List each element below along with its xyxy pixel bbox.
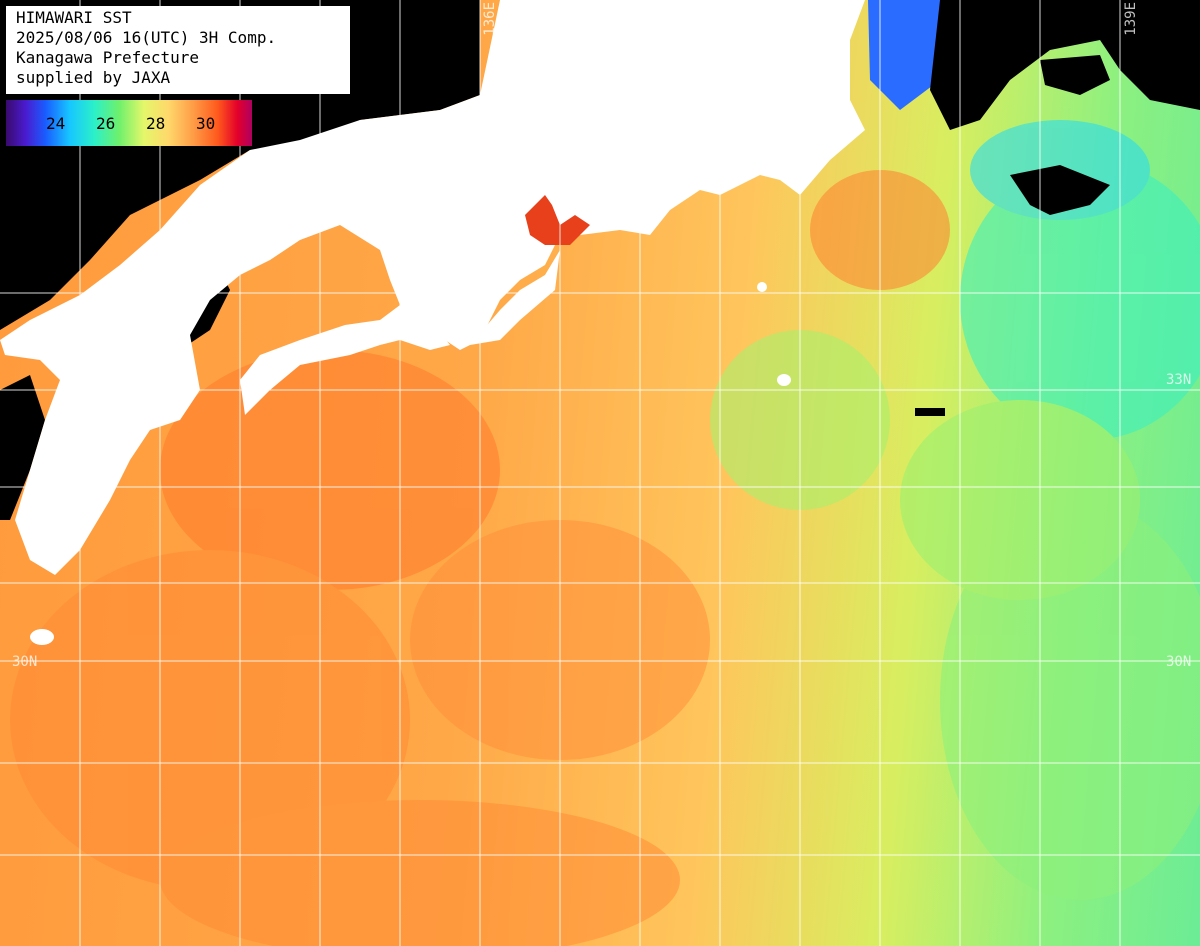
info-source: supplied by JAXA <box>16 68 171 87</box>
lon-label-139e: 139E <box>1123 2 1139 36</box>
sst-cold-patch <box>868 0 940 110</box>
colorbar: 24 26 28 30 <box>6 100 252 146</box>
lon-label-136e: 136E <box>482 2 498 36</box>
sst-cool-patches <box>710 120 1200 900</box>
colorbar-tick-26: 26 <box>96 114 116 133</box>
colorbar-tick-28: 28 <box>146 114 166 133</box>
info-datetime: 2025/08/06 16(UTC) 3H Comp. <box>16 28 277 47</box>
hot-bay <box>525 195 590 245</box>
colorbar-tick-30: 30 <box>196 114 216 133</box>
lat-label-30n-left: 30N <box>12 654 38 670</box>
info-title: HIMAWARI SST <box>16 8 132 27</box>
land-mask <box>0 0 865 645</box>
lat-label-30n-right: 30N <box>1166 654 1192 670</box>
lat-label-33n-right: 33N <box>1166 372 1192 388</box>
info-box: HIMAWARI SST 2025/08/06 16(UTC) 3H Comp.… <box>6 6 350 94</box>
colorbar-tick-24: 24 <box>46 114 66 133</box>
info-region: Kanagawa Prefecture <box>16 48 200 67</box>
